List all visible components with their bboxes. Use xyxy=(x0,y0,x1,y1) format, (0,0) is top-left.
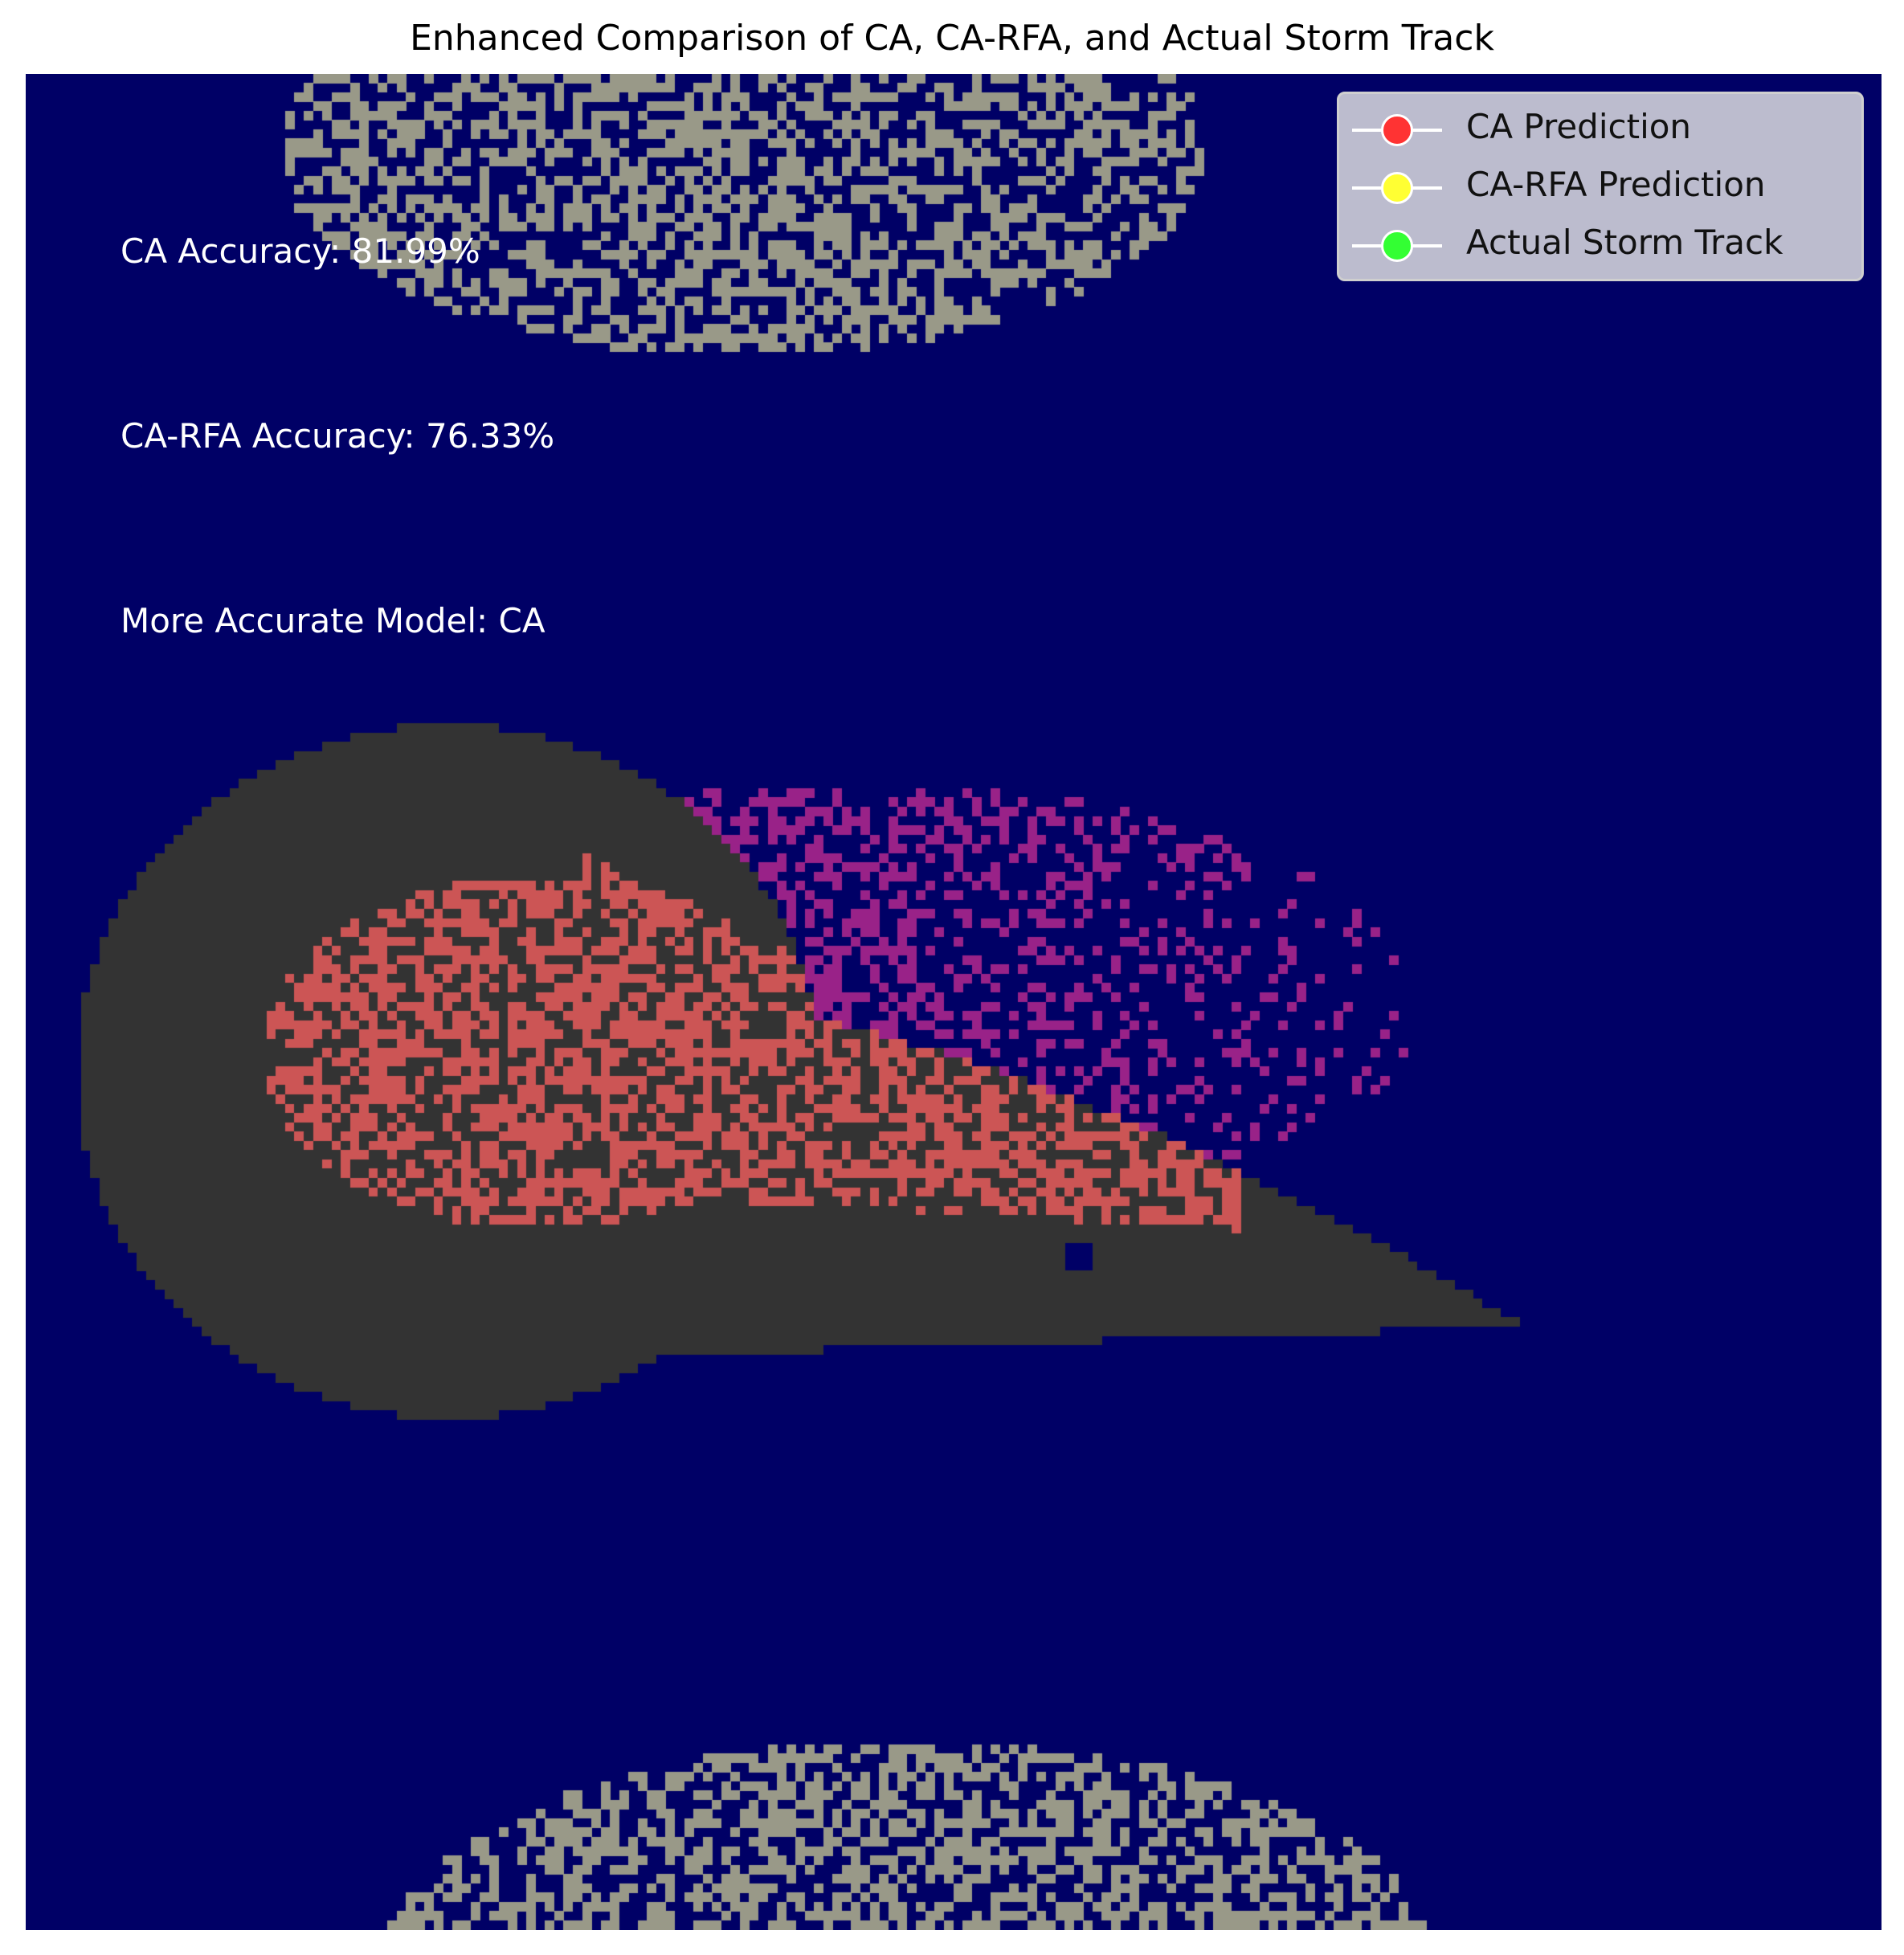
heatmap-grid xyxy=(26,74,1882,1930)
legend-marker-icon xyxy=(1381,172,1413,204)
legend-label-ca: CA Prediction xyxy=(1466,107,1692,146)
legend: CA Prediction CA-RFA Prediction Actual S… xyxy=(1337,92,1864,281)
legend-item-actual: Actual Storm Track xyxy=(1339,218,1861,274)
plot-area: CA Accuracy: 81.99% CA-RFA Accuracy: 76.… xyxy=(26,74,1882,1930)
chart-title: Enhanced Comparison of CA, CA-RFA, and A… xyxy=(410,18,1494,59)
legend-marker-icon xyxy=(1381,114,1413,146)
ca-accuracy-text: CA Accuracy: 81.99% xyxy=(121,231,480,271)
legend-label-actual: Actual Storm Track xyxy=(1466,223,1783,262)
carfa-accuracy-text: CA-RFA Accuracy: 76.33% xyxy=(121,416,555,456)
legend-item-ca: CA Prediction xyxy=(1339,102,1861,158)
legend-marker-icon xyxy=(1381,230,1413,262)
legend-item-carfa: CA-RFA Prediction xyxy=(1339,160,1861,216)
legend-label-carfa: CA-RFA Prediction xyxy=(1466,165,1766,204)
best-model-text: More Accurate Model: CA xyxy=(121,601,545,640)
